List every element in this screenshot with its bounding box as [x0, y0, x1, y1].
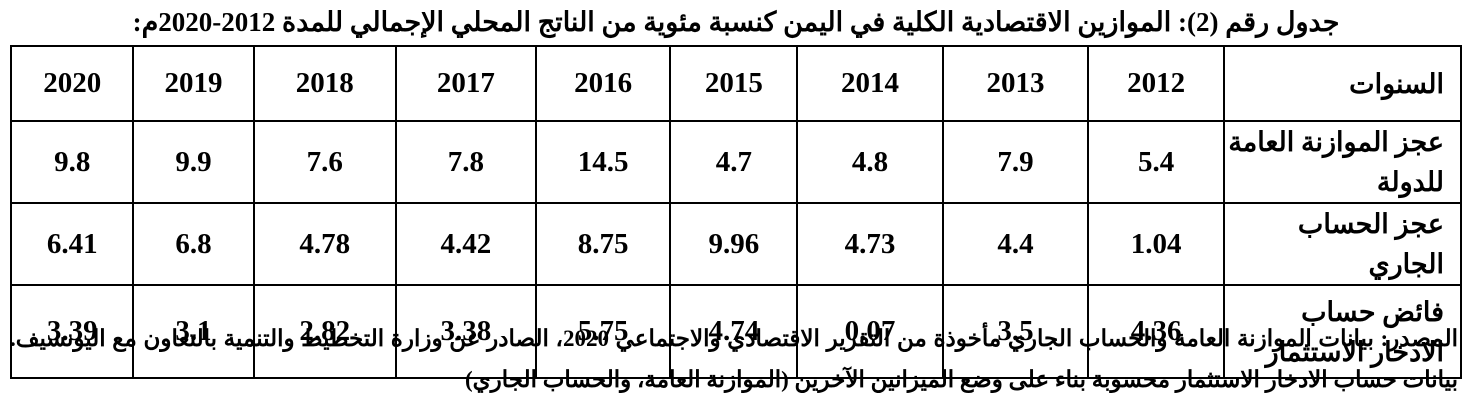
value-cell: 7.8 [394, 120, 537, 204]
year-header-cell: 2017 [394, 45, 537, 122]
year-header-cell: 2015 [669, 45, 799, 122]
value-cell: 4.74 [669, 284, 799, 379]
value-cell: 3.38 [394, 284, 537, 379]
value-cell: 4.73 [796, 202, 944, 286]
year-header-cell: 2019 [132, 45, 255, 122]
row-label-cell: عجز الحساب الجاري [1222, 202, 1463, 286]
year-header-cell: 2014 [796, 45, 944, 122]
value-cell: 4.42 [394, 202, 537, 286]
year-header-cell: 2016 [534, 45, 672, 122]
value-cell: 7.9 [941, 120, 1090, 204]
row-label-cell: عجز الموازنة العامة للدولة [1222, 120, 1463, 204]
value-cell: 5.75 [534, 284, 672, 379]
value-cell: 4.78 [252, 202, 397, 286]
value-cell: 5.4 [1087, 120, 1225, 204]
value-cell: 7.6 [252, 120, 397, 204]
value-cell: 3.39 [9, 284, 135, 379]
value-cell: 8.75 [534, 202, 672, 286]
value-cell: 14.5 [534, 120, 672, 204]
table-row: عجز الحساب الجاري 1.04 4.4 4.73 9.96 8.7… [9, 202, 1463, 286]
value-cell: 9.8 [9, 120, 135, 204]
value-cell: 2.82 [252, 284, 397, 379]
year-header-cell: 2018 [252, 45, 397, 122]
year-header-cell: 2013 [941, 45, 1090, 122]
value-cell: 1.04 [1087, 202, 1225, 286]
row-label-cell: فائض حساب الادخار الاستثمار [1222, 284, 1463, 379]
table-row: فائض حساب الادخار الاستثمار 4.36 3.5 0.0… [9, 284, 1463, 379]
value-cell: 9.96 [669, 202, 799, 286]
years-header-cell: السنوات [1222, 45, 1463, 122]
value-cell: 4.8 [796, 120, 944, 204]
table-row: عجز الموازنة العامة للدولة 5.4 7.9 4.8 4… [9, 120, 1463, 204]
value-cell: 6.41 [9, 202, 135, 286]
value-cell: 3.5 [941, 284, 1090, 379]
value-cell: 3.1 [132, 284, 255, 379]
value-cell: 6.8 [132, 202, 255, 286]
table-title: جدول رقم (2): الموازين الاقتصادية الكلية… [132, 7, 1340, 37]
value-cell: 0.07 [796, 284, 944, 379]
table-header-row: السنوات 2012 2013 2014 2015 2016 2017 20… [9, 45, 1463, 122]
macro-balances-table: السنوات 2012 2013 2014 2015 2016 2017 20… [9, 45, 1463, 379]
source-note: المصدر: بيانات الموازنة العامة والحساب ا… [10, 326, 1458, 392]
year-header-cell: 2012 [1087, 45, 1225, 122]
value-cell: 9.9 [132, 120, 255, 204]
value-cell: 4.4 [941, 202, 1090, 286]
value-cell: 4.36 [1087, 284, 1225, 379]
year-header-cell: 2020 [9, 45, 135, 122]
value-cell: 4.7 [669, 120, 799, 204]
